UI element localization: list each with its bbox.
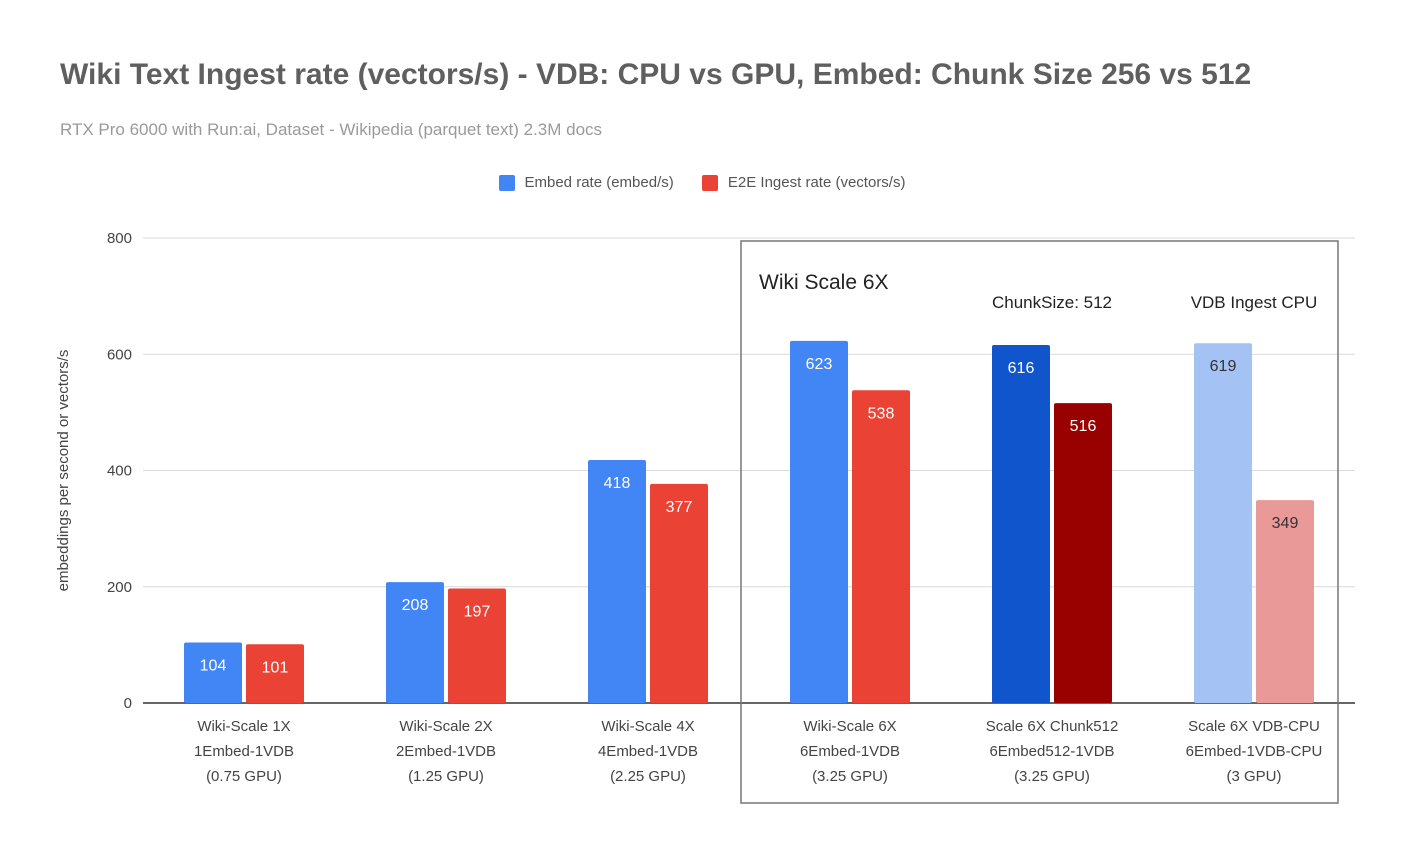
data-label-ingest: 538 [868,405,895,422]
bar-e2e-ingest-rate [1256,500,1314,703]
x-tick-label: 4Embed-1VDB [598,743,698,760]
y-tick-label: 0 [124,695,132,712]
x-tick-label: 6Embed-1VDB-CPU [1186,743,1323,760]
x-tick-label: Wiki-Scale 6X [803,718,896,735]
data-label-embed: 104 [200,658,227,675]
bar-e2e-ingest-rate [650,483,708,703]
y-tick-label: 200 [107,579,132,596]
data-label-embed: 616 [1008,360,1035,377]
x-tick-label: (3 GPU) [1226,768,1281,785]
bar-e2e-ingest-rate [448,588,506,703]
x-tick-label: (0.75 GPU) [206,768,282,785]
data-label-embed: 208 [402,597,429,614]
data-label-ingest: 377 [666,499,693,516]
x-tick-label: Scale 6X Chunk512 [986,718,1119,735]
chart-subtitle: RTX Pro 6000 with Run:ai, Dataset - Wiki… [60,120,603,139]
legend-swatch-ingest [701,174,718,191]
bar-e2e-ingest-rate [852,390,910,703]
annotation-box-title: Wiki Scale 6X [759,271,889,294]
data-label-embed: 418 [604,475,631,492]
data-label-embed: 623 [806,356,833,373]
legend-item-ingest: E2E Ingest rate (vectors/s) [701,174,906,191]
x-tick-label: (2.25 GPU) [610,768,686,785]
data-label-ingest: 349 [1272,515,1299,532]
legend-label-embed: Embed rate (embed/s) [524,174,674,191]
legend-label-ingest: E2E Ingest rate (vectors/s) [727,174,906,191]
legend-swatch-embed [498,174,515,191]
annotation-vdb-cpu: VDB Ingest CPU [1191,293,1318,312]
data-label-ingest: 197 [464,603,491,620]
bar-e2e-ingest-rate [246,644,304,703]
bar-embed-rate [790,340,848,703]
x-tick-label: (3.25 GPU) [1014,768,1090,785]
y-axis-title: embeddings per second or vectors/s [55,350,72,592]
bar-embed-rate [588,460,646,703]
y-tick-label: 400 [107,463,132,480]
x-tick-label: 6Embed512-1VDB [989,743,1114,760]
annotation-chunksize: ChunkSize: 512 [992,293,1112,312]
legend: Embed rate (embed/s) E2E Ingest rate (ve… [0,174,1404,195]
bar-embed-rate [1194,343,1252,703]
x-tick-label: 1Embed-1VDB [194,743,294,760]
bar-e2e-ingest-rate [1054,403,1112,703]
chart-title: Wiki Text Ingest rate (vectors/s) - VDB:… [60,58,1252,91]
y-tick-label: 800 [107,230,132,247]
bar-embed-rate [992,344,1050,703]
data-label-ingest: 101 [262,659,289,676]
x-tick-label: 2Embed-1VDB [396,743,496,760]
x-tick-label: Wiki-Scale 1X [197,718,290,735]
bar-embed-rate [386,582,444,703]
legend-item-embed: Embed rate (embed/s) [498,174,674,191]
y-tick-label: 600 [107,346,132,363]
data-label-embed: 619 [1210,358,1237,375]
bar-embed-rate [184,642,242,703]
x-tick-label: (3.25 GPU) [812,768,888,785]
data-label-ingest: 516 [1070,418,1097,435]
x-tick-label: Wiki-Scale 4X [601,718,694,735]
x-tick-label: 6Embed-1VDB [800,743,900,760]
x-tick-label: Wiki-Scale 2X [399,718,492,735]
x-tick-label: Scale 6X VDB-CPU [1188,718,1320,735]
x-tick-label: (1.25 GPU) [408,768,484,785]
scale-6x-box [740,240,1339,804]
